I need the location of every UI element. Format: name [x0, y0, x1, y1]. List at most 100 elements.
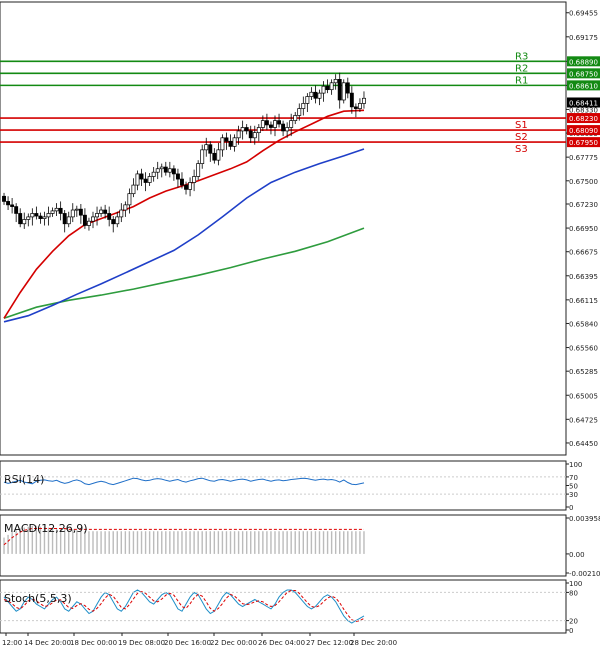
candle-body-up [91, 216, 95, 222]
candle-body-up [232, 137, 237, 147]
candle-body-up [216, 149, 221, 161]
candle [317, 89, 322, 106]
candle [50, 207, 55, 217]
stoch-d-line [3, 590, 365, 623]
candle [2, 192, 6, 205]
level-price-tag [567, 56, 600, 67]
level-price-tag [567, 80, 600, 91]
y-tick-label: 100 [569, 461, 582, 469]
level-name-r2: R2 [515, 63, 528, 74]
candle [99, 206, 104, 217]
candle [309, 87, 314, 100]
candle-body-down [269, 124, 273, 128]
candle-body-down [208, 144, 213, 154]
y-tick-label: 0.64725 [569, 416, 598, 424]
y-tick-label: 20 [569, 618, 578, 626]
candle [301, 96, 306, 116]
candle-body-down [353, 106, 358, 109]
candle [10, 197, 15, 214]
level-price-tag [567, 68, 600, 79]
candle-body-up [188, 182, 193, 190]
candle-body-up [297, 108, 302, 116]
candle-body-down [107, 213, 112, 220]
y-tick-label: 70 [569, 474, 578, 482]
y-tick-label: 0.67500 [569, 178, 598, 186]
candle [147, 173, 152, 186]
candle [236, 125, 241, 145]
level-price-tag [567, 137, 600, 148]
candle-body-down [281, 123, 286, 132]
y-tick-label: 0.003958 [569, 515, 600, 523]
candle [103, 204, 108, 219]
price-panel: 0.69455 0.69175 0.68890 0.68610 0.68330 0.680… [0, 1, 600, 456]
candle [91, 211, 95, 229]
y-tick-label: 30 [569, 491, 578, 499]
candle [46, 206, 51, 226]
candle-body-up [273, 120, 277, 128]
candle [192, 169, 197, 192]
candle [345, 77, 350, 99]
candle [123, 201, 128, 217]
candle [260, 115, 265, 131]
candle [54, 203, 59, 217]
y-tick-label: 0.69175 [569, 34, 598, 42]
candle-body-up [22, 219, 27, 225]
candle-body-up [119, 209, 124, 218]
candle-body-up [115, 216, 120, 225]
candle [285, 122, 290, 138]
candle-body-up [362, 97, 366, 104]
candle [200, 144, 205, 169]
candle-body-up [131, 184, 136, 195]
candle-body-up [147, 176, 152, 183]
candle-body-up [341, 82, 346, 101]
level-price-r2: 0.68750 [569, 70, 598, 78]
candle [6, 196, 11, 211]
candle [135, 170, 140, 191]
y-tick-label: 0.67230 [569, 201, 598, 209]
candle-body-up [357, 103, 362, 109]
candle [107, 206, 112, 227]
candle-body-down [184, 184, 188, 190]
y-tick-label: 50 [569, 483, 578, 491]
candle [38, 212, 43, 224]
candle-body-down [277, 120, 281, 125]
candle-body-down [139, 173, 144, 180]
candle [22, 212, 27, 229]
y-tick-label: 0.65005 [569, 392, 598, 400]
level-name-s1: S1 [515, 120, 528, 131]
candle [269, 121, 273, 135]
y-tick-label: 80 [569, 589, 578, 597]
candle [337, 72, 342, 109]
candle [349, 86, 354, 114]
candle-body-up [135, 173, 140, 186]
y-tick-label: 0.66395 [569, 273, 598, 281]
candle [159, 163, 164, 178]
panel-frame [0, 460, 567, 511]
candle [224, 132, 229, 150]
candle-body-up [87, 220, 91, 226]
level-price-r3: 0.68890 [569, 58, 598, 66]
candle [240, 120, 245, 140]
candle [232, 134, 237, 152]
candle-body-up [54, 207, 59, 212]
candle-body-up [151, 171, 156, 177]
candle-body-down [78, 208, 83, 216]
level-price-s2: 0.68090 [569, 127, 598, 135]
candle-body-up [260, 120, 265, 128]
candle [188, 177, 193, 197]
candle-body-down [244, 127, 249, 132]
candle-body-up [289, 120, 294, 128]
candle-body-down [175, 173, 180, 180]
x-tick-label: 20 Dec 16:00 [164, 639, 211, 647]
candle [216, 142, 221, 166]
candle [281, 120, 286, 137]
candle [289, 113, 294, 137]
candle [208, 141, 213, 162]
candle-body-down [163, 166, 168, 173]
candle [313, 85, 318, 104]
candle-body-up [123, 204, 128, 211]
